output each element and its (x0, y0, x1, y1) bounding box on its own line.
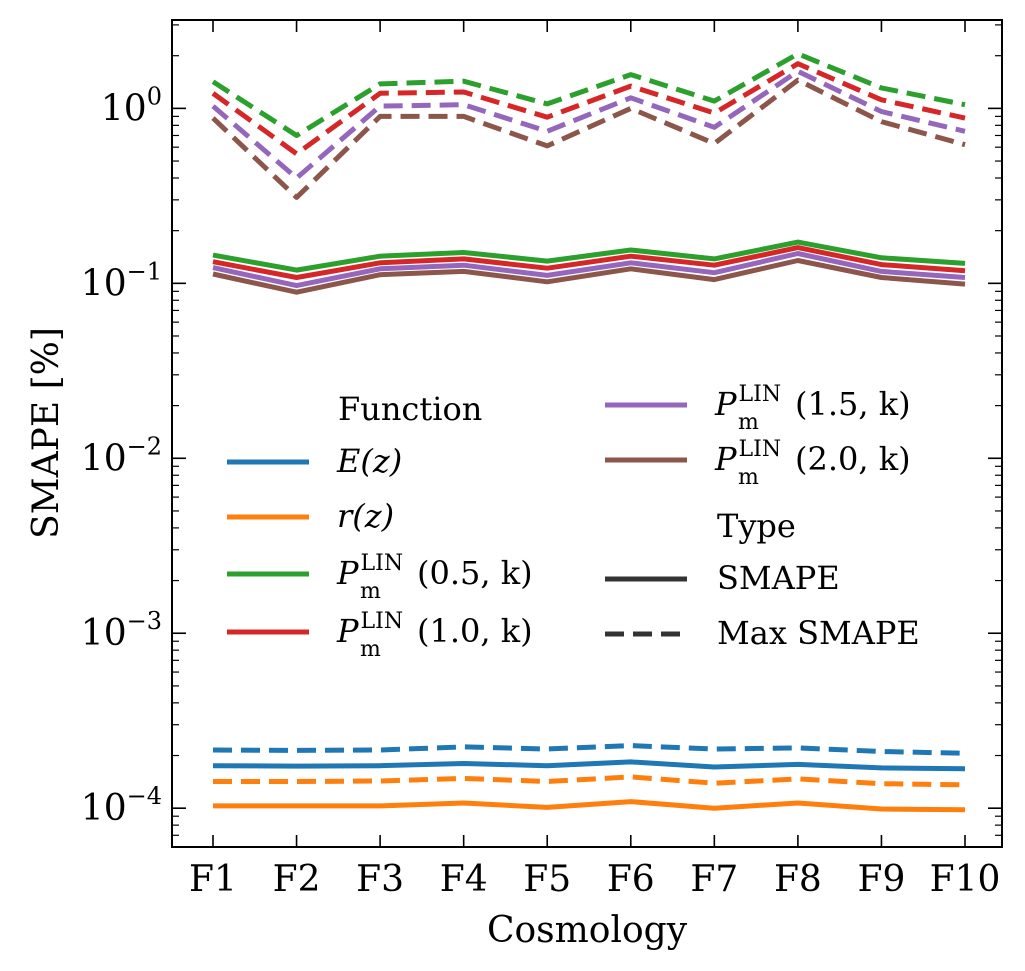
legend-label-p05: PLIN m (0.5, k) (336, 551, 533, 604)
y-tick-label: 10−2 (81, 432, 162, 479)
series-r-max-smape-line (213, 774, 966, 788)
x-tick-label: F10 (930, 859, 1001, 900)
series-p20-max-smape-line (211, 77, 966, 200)
plot-area (172, 20, 1002, 847)
series-p15-max-smape-line (211, 68, 966, 181)
series-E-max-smape-line (212, 743, 966, 756)
series-p15-smape-line (212, 251, 966, 289)
legend-type-label: Max SMAPE (717, 614, 920, 652)
x-tick-label: F9 (857, 859, 905, 900)
x-tick-label: F6 (607, 859, 655, 900)
legend-label-r: r(z) (337, 497, 394, 535)
x-tick-label: F2 (273, 859, 321, 900)
x-tick-label: F7 (690, 859, 738, 900)
plot-frame (171, 19, 1003, 848)
y-tick-label: 10−3 (81, 607, 162, 654)
y-tick-label: 10−1 (81, 257, 162, 304)
x-tick-label: F5 (523, 859, 571, 900)
x-tick-label: F4 (440, 859, 488, 900)
y-tick-label: 100 (101, 82, 162, 129)
tick-labels: F1 F2 F3 F4 F5 F6 F7 F8 F9 F10 10−4 10−3 10−2 10−1 100 (81, 82, 1001, 900)
legend-title-function: Function (338, 390, 482, 428)
series-p05-smape-line (212, 239, 966, 273)
legend: Function E(z) r(z) PLIN m (0.5, k)PLIN m (1.0, … (227, 382, 920, 662)
x-axis-label: Cosmology (487, 910, 688, 951)
y-axis-label: SMAPE [%] (26, 327, 67, 539)
legend-type-label: SMAPE (717, 559, 840, 597)
series-p10-max-smape-line (211, 61, 966, 157)
series-lines (211, 51, 966, 813)
legend-title-type: Type (717, 507, 796, 545)
axis-ticks (172, 20, 1002, 848)
series-p05-max-smape-line (211, 51, 966, 138)
x-tick-label: F8 (774, 859, 822, 900)
series-p10-smape-line (212, 245, 966, 280)
legend-label-E: E(z) (336, 442, 402, 480)
series-r-smape-line (213, 799, 966, 813)
legend-label-p15: PLIN m (1.5, k) (714, 382, 911, 435)
y-tick-label: 10−4 (81, 782, 162, 829)
x-tick-label: F3 (356, 859, 404, 900)
series-p20-smape-line (212, 258, 966, 295)
x-tick-label: F1 (189, 859, 237, 900)
series-E-smape-line (212, 759, 966, 772)
legend-label-p20: PLIN m (2.0, k) (714, 437, 911, 490)
legend-label-p10: PLIN m (1.0, k) (336, 609, 533, 662)
